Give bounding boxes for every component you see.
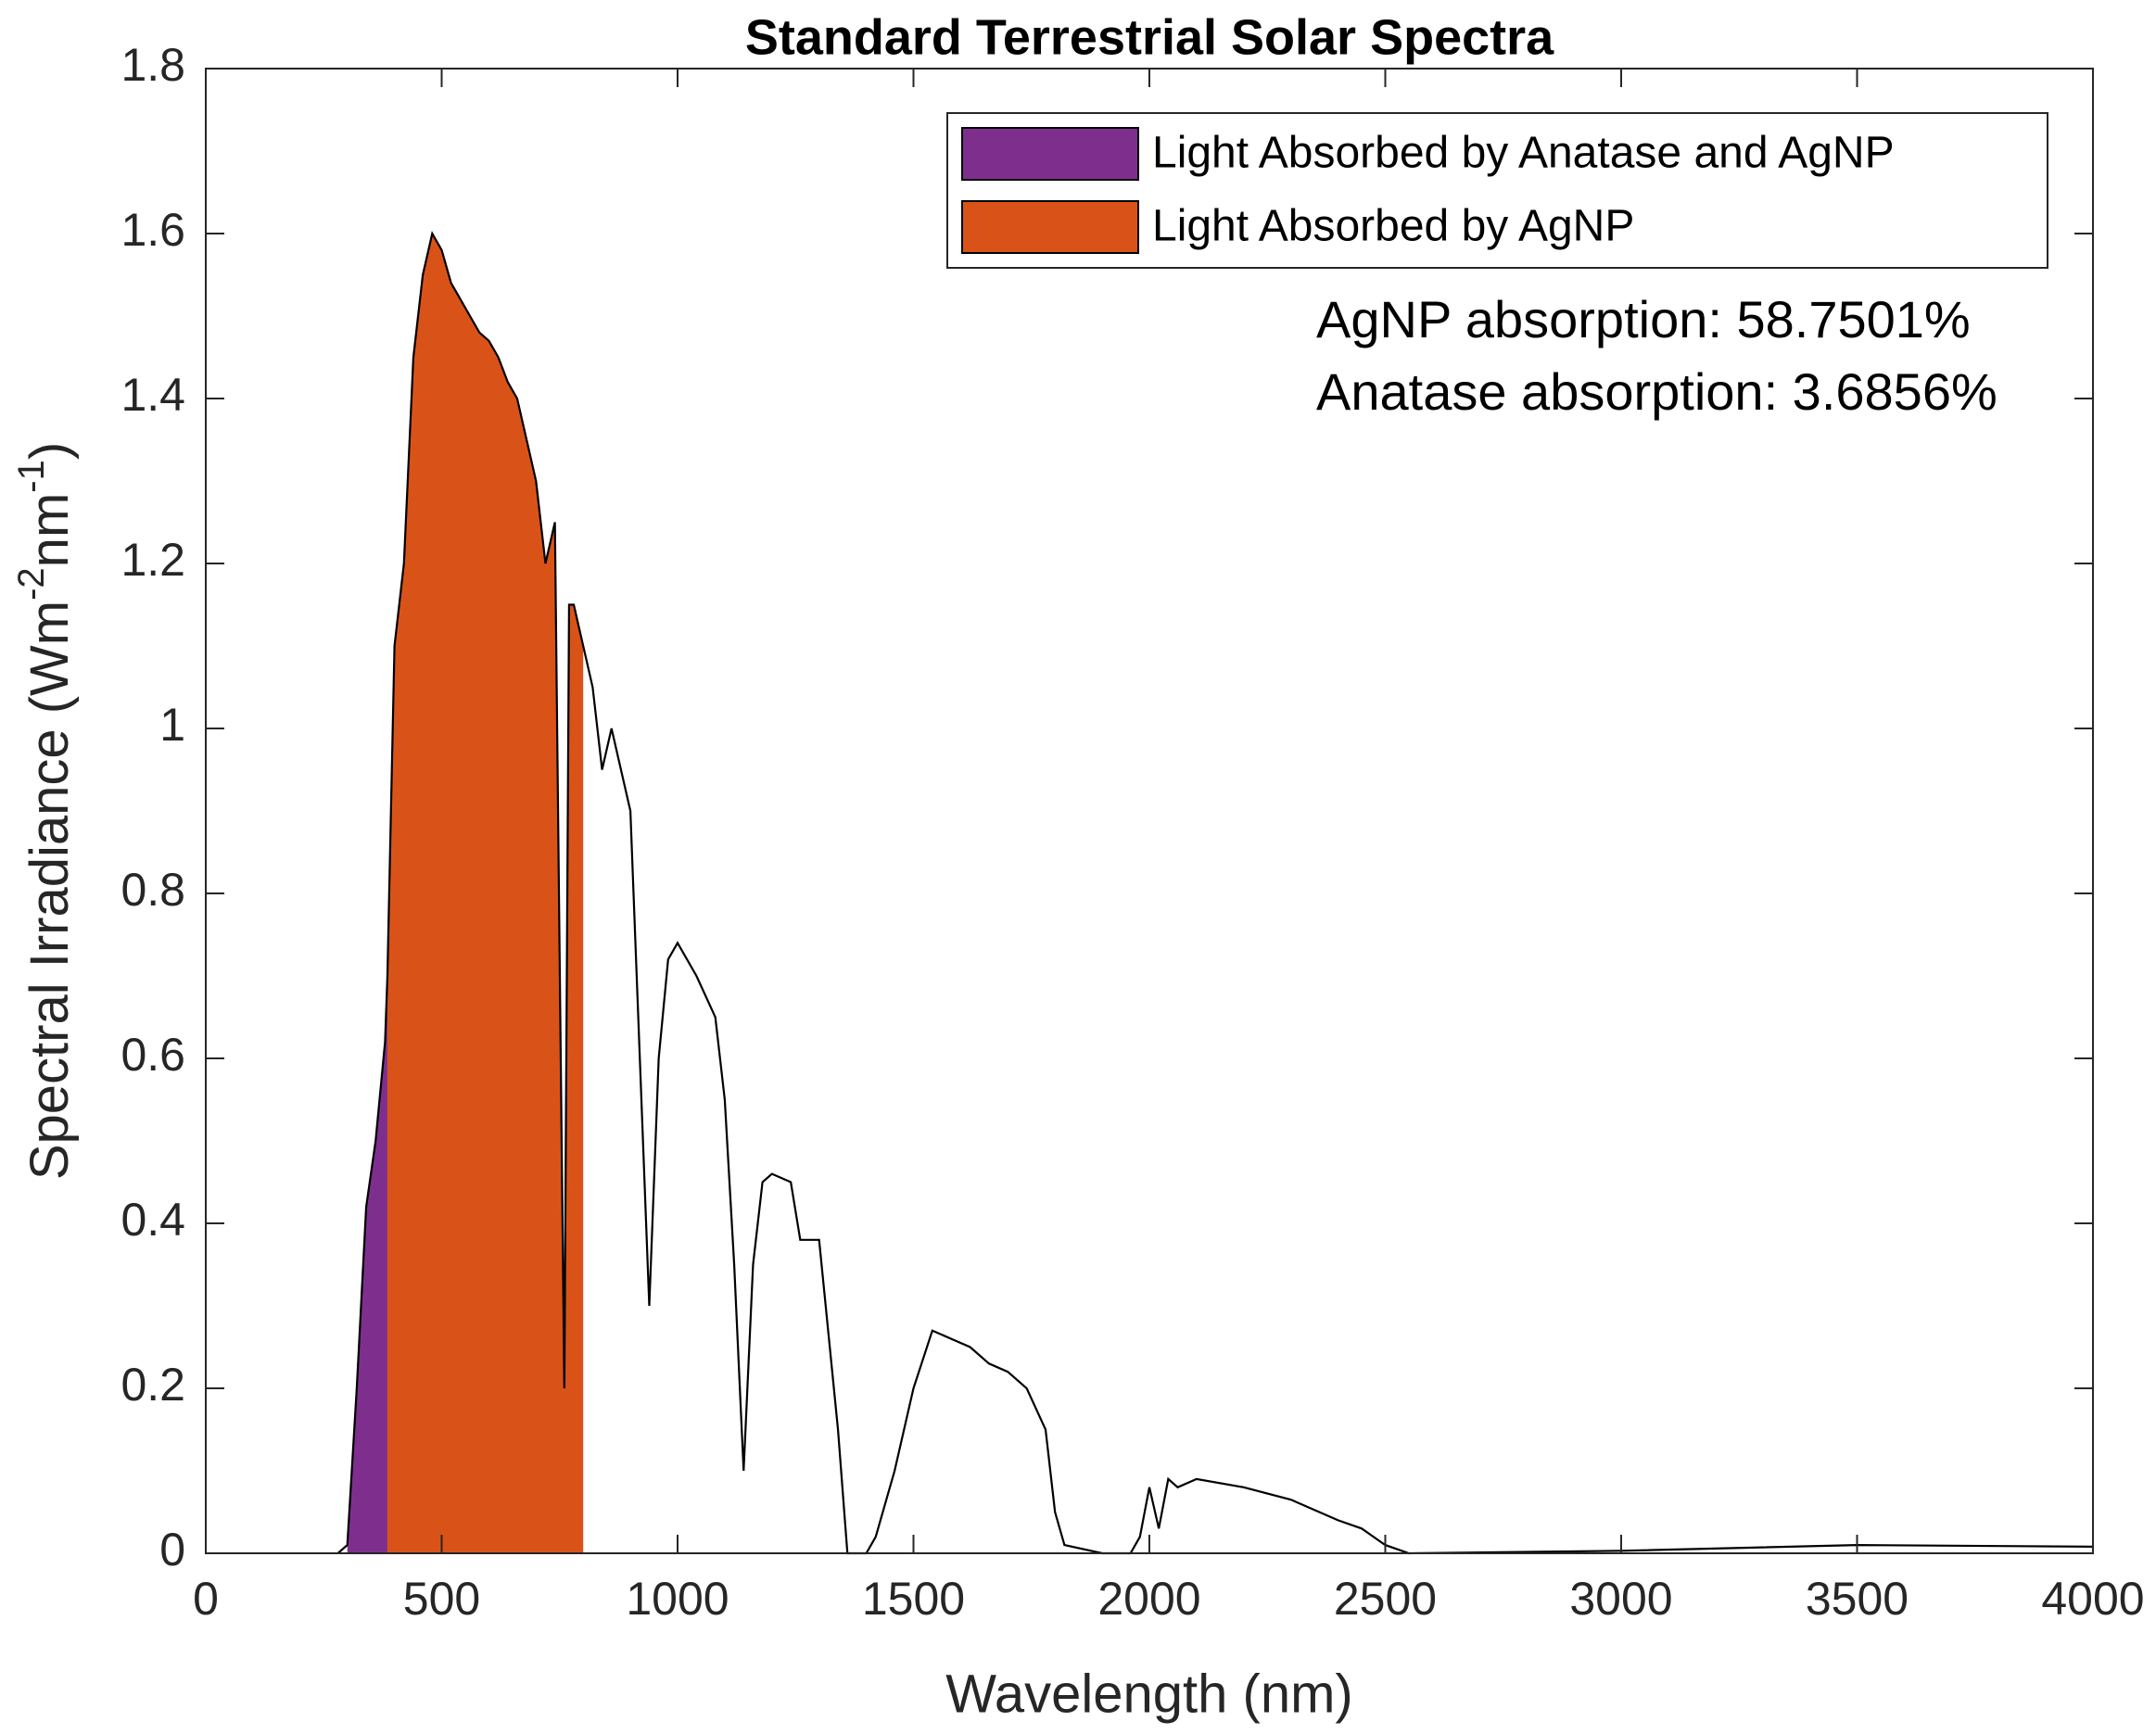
y-tick-label: 1.2	[120, 534, 185, 586]
x-tick-label: 2500	[1334, 1573, 1437, 1625]
y-axis-label-part: -1	[11, 460, 52, 493]
x-tick-label: 0	[193, 1573, 219, 1625]
x-tick-label: 4000	[2041, 1573, 2144, 1625]
y-tick-label: 0	[159, 1524, 185, 1576]
chart-title: Standard Terrestrial Solar Spectra	[745, 9, 1554, 65]
legend-swatch	[961, 127, 1139, 181]
y-tick-label: 0.8	[120, 864, 185, 916]
y-axis-label-part: )	[19, 442, 80, 460]
y-tick-label: 0.4	[120, 1194, 185, 1246]
y-tick-label: 0.2	[120, 1359, 185, 1411]
y-tick-label: 1.4	[120, 369, 185, 421]
x-axis-label: Wavelength (nm)	[945, 1664, 1352, 1724]
y-axis-label-part: nm	[19, 493, 80, 568]
y-axis-label-part: Spectral Irradiance (Wm	[19, 601, 80, 1180]
x-tick-label: 1000	[626, 1573, 729, 1625]
area	[347, 976, 387, 1553]
x-tick-label: 3000	[1569, 1573, 1672, 1625]
legend-label: Light Absorbed by Anatase and AgNP	[1152, 129, 1895, 178]
y-tick-label: 1	[159, 699, 185, 751]
x-tick-label: 500	[403, 1573, 480, 1625]
annotation: Anatase absorption: 3.6856%	[1316, 362, 1997, 421]
legend-swatch	[961, 200, 1139, 254]
x-tick-label: 2000	[1097, 1573, 1200, 1625]
x-tick-label: 3500	[1806, 1573, 1909, 1625]
y-tick-label: 1.8	[120, 39, 185, 91]
y-axis-label: Spectral Irradiance (Wm-2nm-1)	[11, 442, 81, 1180]
y-tick-label: 1.6	[120, 204, 185, 256]
spectrum-line	[336, 231, 2094, 1555]
y-tick-label: 0.6	[120, 1029, 185, 1081]
x-tick-label: 1500	[862, 1573, 965, 1625]
legend-label: Light Absorbed by AgNP	[1152, 202, 1634, 251]
annotation: AgNP absorption: 58.7501%	[1316, 290, 1971, 348]
y-axis-label-part: -2	[11, 567, 52, 601]
area	[387, 234, 584, 1553]
